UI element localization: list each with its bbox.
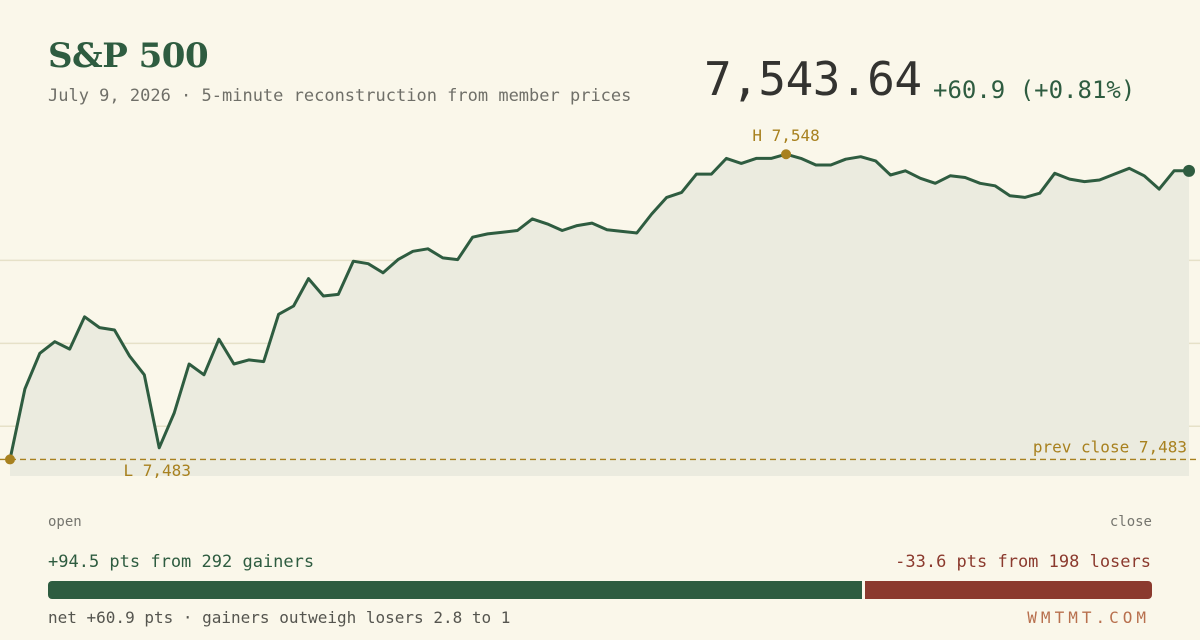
axis-open-label: open xyxy=(48,514,82,530)
high-marker xyxy=(781,149,792,160)
current-price: 7,543.64 xyxy=(704,52,922,106)
page-subtitle: July 9, 2026 · 5-minute reconstruction f… xyxy=(48,86,632,106)
brand-label: WMTMT.COM xyxy=(1027,608,1150,627)
gainers-bar xyxy=(48,581,863,599)
low-label: L 7,483 xyxy=(124,461,191,480)
net-summary: net +60.9 pts · gainers outweigh losers … xyxy=(48,608,511,627)
axis-close-label: close xyxy=(1109,514,1152,530)
price-line xyxy=(8,152,1189,460)
losers-bar xyxy=(865,581,1152,599)
low-marker xyxy=(5,454,15,465)
page-title: S&P 500 xyxy=(48,36,209,76)
price-change: +60.9 (+0.81%) xyxy=(933,76,1136,104)
breadth-bar xyxy=(48,581,1152,599)
last-price-marker xyxy=(1183,164,1195,177)
bar-divider xyxy=(862,581,866,599)
area-fill xyxy=(10,154,1189,476)
high-label: H 7,548 xyxy=(752,126,819,145)
losers-summary: -33.6 pts from 198 losers xyxy=(895,552,1151,572)
intraday-line-chart: H 7,548 L 7,483 prev close 7,483 xyxy=(0,126,1200,480)
prev-close-label: prev close 7,483 xyxy=(1033,437,1187,456)
gainers-summary: +94.5 pts from 292 gainers xyxy=(48,552,315,572)
